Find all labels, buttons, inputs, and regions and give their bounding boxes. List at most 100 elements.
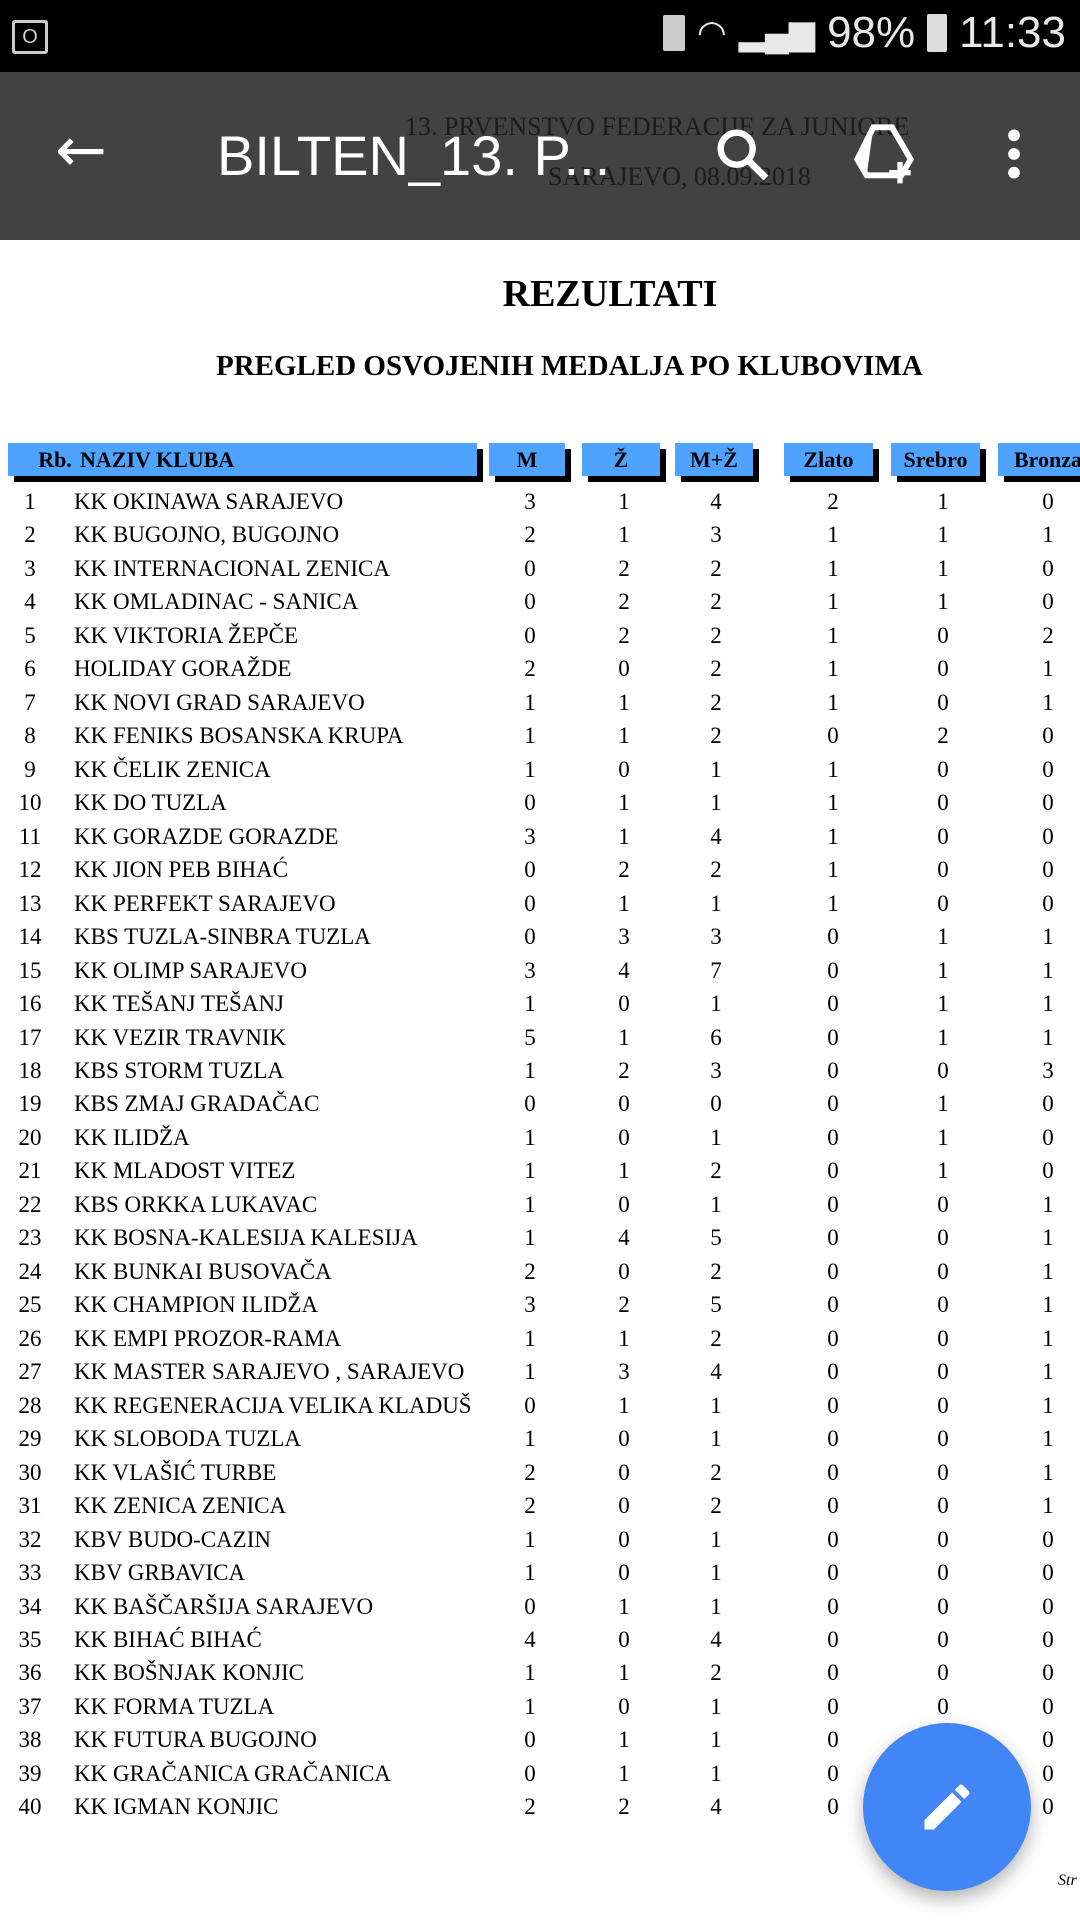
cell-m: 0 xyxy=(524,890,536,916)
cell-z: 2 xyxy=(618,555,630,581)
search-icon[interactable] xyxy=(710,122,774,186)
cell-m: 1 xyxy=(524,1426,536,1452)
cell-mz: 7 xyxy=(710,957,722,983)
cell-rb: 6 xyxy=(24,656,36,682)
cell-m: 0 xyxy=(524,622,536,648)
cell-rb: 27 xyxy=(18,1359,42,1385)
cell-m: 1 xyxy=(524,1359,536,1385)
cell-z: 1 xyxy=(618,890,630,916)
cell-srebro: 1 xyxy=(937,555,949,581)
cell-mz: 2 xyxy=(710,1325,722,1351)
cell-rb: 40 xyxy=(18,1794,42,1820)
cell-rb: 13 xyxy=(18,890,42,916)
cell-m: 1 xyxy=(524,1693,536,1719)
cell-srebro: 0 xyxy=(937,656,949,682)
cell-bronza: 1 xyxy=(1042,1191,1054,1217)
cell-zlato: 1 xyxy=(827,622,839,648)
table-row: 4 KK OMLADINAC - SANICA 0 2 2 1 1 0 xyxy=(0,585,1080,618)
cell-zlato: 1 xyxy=(827,522,839,548)
cell-z: 2 xyxy=(618,1794,630,1820)
table-row: 9 KK ČELIK ZENICA 1 0 1 1 0 0 xyxy=(0,753,1080,786)
cell-zlato: 0 xyxy=(827,1225,839,1251)
cell-bronza: 1 xyxy=(1042,656,1054,682)
table-row: 26 KK EMPI PROZOR-RAMA 1 1 2 0 0 1 xyxy=(0,1322,1080,1355)
arrow-left-icon[interactable]: ← xyxy=(55,113,107,186)
cell-mz: 3 xyxy=(710,924,722,950)
cell-m: 2 xyxy=(524,522,536,548)
cell-m: 1 xyxy=(524,1124,536,1150)
cell-rb: 4 xyxy=(24,589,36,615)
cell-naziv: HOLIDAY GORAŽDE xyxy=(74,656,292,682)
cell-rb: 30 xyxy=(18,1459,42,1485)
cell-rb: 29 xyxy=(18,1426,42,1452)
cell-z: 3 xyxy=(618,1359,630,1385)
cell-rb: 14 xyxy=(18,924,42,950)
cell-srebro: 0 xyxy=(937,1593,949,1619)
cell-naziv: KK MLADOST VITEZ xyxy=(74,1158,296,1184)
cell-z: 1 xyxy=(618,1660,630,1686)
table-row: 20 KK ILIDŽA 1 0 1 0 1 0 xyxy=(0,1121,1080,1154)
cell-naziv: KK INTERNACIONAL ZENICA xyxy=(74,555,390,581)
cell-naziv: KK VIKTORIA ŽEPČE xyxy=(74,622,299,648)
table-row: 6 HOLIDAY GORAŽDE 2 0 2 1 0 1 xyxy=(0,652,1080,685)
cell-naziv: KBS TUZLA-SINBRA TUZLA xyxy=(74,924,371,950)
cell-rb: 36 xyxy=(18,1660,42,1686)
cell-srebro: 0 xyxy=(937,1325,949,1351)
more-vert-icon[interactable] xyxy=(982,122,1046,186)
cell-bronza: 0 xyxy=(1042,790,1054,816)
cell-bronza: 0 xyxy=(1042,1794,1054,1820)
table-row: 12 KK JION PEB BIHAĆ 0 2 2 1 0 0 xyxy=(0,853,1080,886)
cell-z: 0 xyxy=(618,1526,630,1552)
cell-m: 3 xyxy=(524,1292,536,1318)
cell-m: 0 xyxy=(524,857,536,883)
cell-naziv: KBS ZMAJ GRADAČAC xyxy=(74,1091,320,1117)
cell-naziv: KK ILIDŽA xyxy=(74,1124,190,1150)
cell-zlato: 0 xyxy=(827,1660,839,1686)
cell-rb: 34 xyxy=(18,1593,42,1619)
cell-zlato: 0 xyxy=(827,1426,839,1452)
cell-naziv: KK BUGOJNO, BUGOJNO xyxy=(74,522,340,548)
table-row: 19 KBS ZMAJ GRADAČAC 0 0 0 0 1 0 xyxy=(0,1087,1080,1120)
cell-mz: 1 xyxy=(710,1124,722,1150)
cell-bronza: 0 xyxy=(1042,823,1054,849)
cell-zlato: 0 xyxy=(827,1526,839,1552)
cell-bronza: 0 xyxy=(1042,890,1054,916)
cell-m: 0 xyxy=(524,555,536,581)
cell-bronza: 0 xyxy=(1042,555,1054,581)
cell-mz: 5 xyxy=(710,1292,722,1318)
cell-zlato: 0 xyxy=(827,1325,839,1351)
cell-srebro: 0 xyxy=(937,1392,949,1418)
table-row: 29 KK SLOBODA TUZLA 1 0 1 0 0 1 xyxy=(0,1422,1080,1455)
edit-fab-button[interactable] xyxy=(863,1723,1031,1891)
table-row: 34 KK BAŠČARŠIJA SARAJEVO 0 1 1 0 0 0 xyxy=(0,1590,1080,1623)
cell-srebro: 0 xyxy=(937,1459,949,1485)
cell-srebro: 1 xyxy=(937,1024,949,1050)
cell-m: 3 xyxy=(524,957,536,983)
cell-z: 1 xyxy=(618,489,630,514)
cell-bronza: 0 xyxy=(1042,1760,1054,1786)
table-row: 22 KBS ORKKA LUKAVAC 1 0 1 0 0 1 xyxy=(0,1188,1080,1221)
cell-m: 0 xyxy=(524,1760,536,1786)
battery-icon xyxy=(927,14,948,52)
cell-naziv: KK FUTURA BUGOJNO xyxy=(74,1727,317,1753)
cell-naziv: KK FORMA TUZLA xyxy=(74,1693,275,1719)
cell-rb: 39 xyxy=(18,1760,42,1786)
cell-mz: 2 xyxy=(710,1493,722,1519)
cell-srebro: 0 xyxy=(937,689,949,715)
drive-add-icon[interactable] xyxy=(852,122,916,186)
cell-z: 1 xyxy=(618,790,630,816)
pdf-header-line1: 13. PRVENSTVO FEDERACIJE ZA JUNIORE xyxy=(405,112,910,141)
column-header-z: Ž xyxy=(582,443,660,476)
cell-mz: 4 xyxy=(710,1794,722,1820)
cell-naziv: KK PERFEKT SARAJEVO xyxy=(74,890,336,916)
cell-mz: 1 xyxy=(710,1392,722,1418)
cell-rb: 37 xyxy=(18,1693,42,1719)
cell-rb: 20 xyxy=(18,1124,42,1150)
cell-naziv: KK FENIKS BOSANSKA KRUPA xyxy=(74,723,404,749)
cell-m: 5 xyxy=(524,1024,536,1050)
cell-srebro: 0 xyxy=(937,1626,949,1652)
cell-z: 4 xyxy=(618,1225,630,1251)
table-row: 21 KK MLADOST VITEZ 1 1 2 0 1 0 xyxy=(0,1154,1080,1187)
table-row: 30 KK VLAŠIĆ TURBE 2 0 2 0 0 1 xyxy=(0,1456,1080,1489)
cell-z: 1 xyxy=(618,522,630,548)
